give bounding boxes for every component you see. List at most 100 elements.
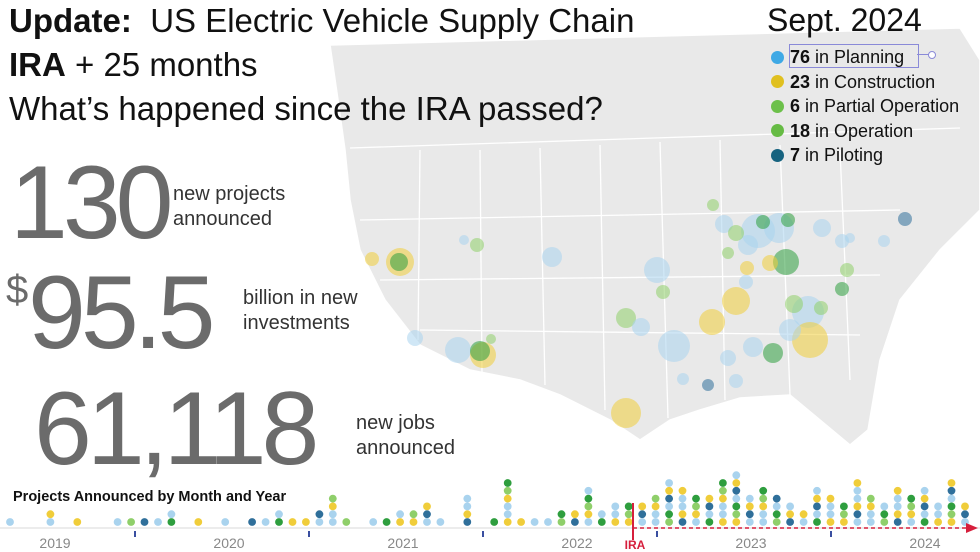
timeline-point — [651, 494, 660, 503]
timeline-point — [920, 502, 929, 511]
ira-marker-label: IRA — [625, 538, 646, 552]
timeline-point — [46, 510, 55, 519]
legend-count: 6 — [790, 96, 801, 116]
project-bubble — [407, 330, 423, 346]
project-bubble — [542, 247, 562, 267]
timeline-point — [342, 518, 351, 526]
timeline-point — [853, 479, 862, 487]
timeline-point — [786, 502, 794, 511]
project-bubble — [702, 379, 714, 391]
project-bubbles — [365, 199, 912, 428]
timeline-point — [866, 518, 875, 526]
timeline-point — [436, 518, 445, 526]
timeline-point — [934, 502, 942, 511]
timeline-point — [140, 518, 149, 526]
legend-dot-piloting — [771, 148, 784, 162]
ira-arrow-head — [966, 523, 978, 533]
timeline-point — [907, 494, 916, 503]
legend-item-planning: 76 in Planning — [771, 45, 959, 70]
project-bubble — [722, 287, 750, 315]
timeline-point — [6, 518, 14, 526]
timeline-year-label: 2023 — [735, 535, 766, 551]
timeline-point — [853, 486, 862, 495]
project-bubble — [470, 238, 484, 252]
project-bubble — [740, 261, 754, 275]
timeline-point — [584, 502, 593, 511]
investment-caption-line1: billion in new — [243, 287, 358, 309]
timeline-point — [732, 510, 741, 519]
project-bubble — [459, 235, 469, 245]
timeline-point — [826, 510, 835, 519]
timeline-point — [759, 502, 768, 511]
timeline-point — [745, 502, 754, 511]
timeline-point — [328, 510, 337, 519]
timeline-point — [853, 502, 862, 511]
timeline-point — [813, 494, 821, 503]
timeline-point — [288, 518, 297, 526]
timeline-point — [907, 518, 916, 526]
timeline-point — [409, 510, 418, 519]
legend-dot-construction — [771, 75, 784, 89]
legend-count: 76 — [790, 47, 811, 67]
timeline-point — [920, 494, 929, 503]
timeline-point — [732, 471, 741, 480]
jobs-caption: new jobs announced — [356, 411, 455, 461]
timeline-point — [786, 518, 794, 526]
selection-handle-line — [917, 54, 929, 55]
timeline-point — [221, 518, 230, 526]
project-bubble — [632, 318, 650, 336]
timeline-point — [947, 494, 956, 503]
legend-item-operation: 18 in Operation — [771, 119, 959, 144]
timeline-point — [544, 518, 552, 526]
legend-dot-operation — [771, 124, 784, 138]
timeline-point — [423, 518, 431, 526]
timeline-point — [880, 502, 889, 511]
timeline-point — [382, 518, 391, 526]
timeline-point — [261, 518, 270, 526]
legend-dot-planning — [771, 50, 784, 64]
timeline-point — [665, 479, 673, 487]
timeline-point — [678, 486, 687, 495]
selection-handle-knob[interactable] — [928, 51, 936, 59]
timeline-point — [772, 502, 781, 511]
project-bubble — [365, 252, 379, 266]
timeline-point — [503, 510, 512, 519]
timeline-point — [665, 510, 673, 519]
timeline-point — [840, 518, 848, 526]
timeline-point — [665, 486, 673, 495]
project-bubble — [616, 308, 636, 328]
projects-count: 130 — [10, 145, 174, 261]
investment-caption-line2: investments — [243, 312, 350, 334]
projects-caption: new projects announced — [173, 182, 285, 232]
project-bubble — [792, 322, 828, 358]
timeline-point — [866, 510, 875, 519]
timeline-point — [503, 502, 512, 511]
text-selection-box[interactable] — [789, 44, 919, 68]
timeline-point — [719, 486, 727, 495]
timeline-point — [530, 518, 539, 526]
timeline-point — [840, 502, 848, 511]
timeline-point — [920, 518, 929, 526]
timeline-point — [732, 502, 741, 511]
legend-count: 7 — [790, 145, 801, 165]
timeline-point — [517, 518, 525, 526]
timeline-point — [638, 518, 647, 526]
project-bubble — [781, 213, 795, 227]
legend-count: 23 — [790, 71, 811, 92]
timeline-point — [920, 510, 929, 519]
project-bubble — [743, 337, 763, 357]
timeline-chart: 2019 2020 2021 2022 2023 2024 IRA — [0, 471, 980, 552]
ira-line: IRA + 25 months — [9, 46, 258, 84]
timeline-point — [651, 518, 660, 526]
timeline-point — [154, 518, 162, 526]
legend-label: in Partial Operation — [805, 96, 960, 116]
timeline-point — [678, 510, 687, 519]
jobs-caption-line1: new jobs — [356, 412, 435, 434]
timeline-point — [934, 510, 942, 519]
project-bubble — [763, 343, 783, 363]
timeline-point — [705, 502, 714, 511]
timeline-point — [893, 502, 902, 511]
timeline-point — [611, 518, 620, 526]
timeline-point — [732, 494, 741, 503]
project-bubble — [773, 249, 799, 275]
